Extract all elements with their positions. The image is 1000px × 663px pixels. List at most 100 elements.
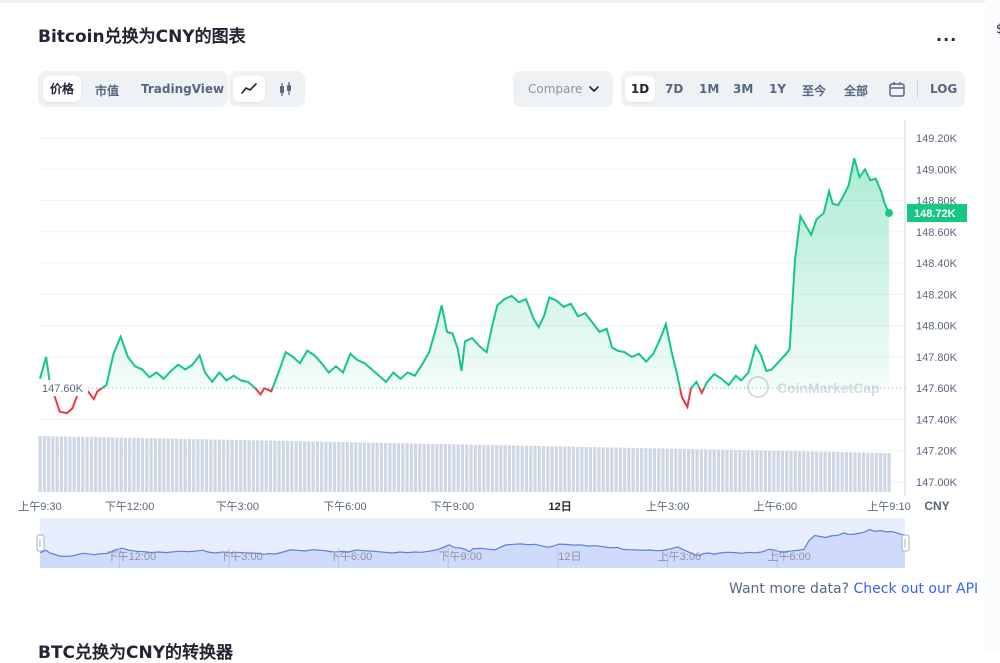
volume-bar bbox=[102, 437, 106, 492]
volume-bar bbox=[678, 448, 682, 492]
volume-bar bbox=[674, 448, 678, 492]
api-promo-text: Want more data? bbox=[729, 581, 850, 597]
calendar-icon bbox=[889, 82, 905, 97]
volume-bar bbox=[533, 445, 537, 492]
compare-dropdown[interactable]: Compare with bbox=[513, 71, 613, 107]
volume-bar bbox=[379, 442, 384, 492]
more-options-button[interactable]: ... bbox=[936, 26, 958, 45]
volume-bar bbox=[772, 450, 776, 492]
volume-bar bbox=[503, 445, 507, 492]
volume-bar bbox=[742, 450, 746, 492]
volume-bar bbox=[209, 439, 213, 492]
volume-bar bbox=[324, 441, 328, 492]
range-3m[interactable]: 3M bbox=[733, 82, 754, 96]
volume-bar bbox=[72, 436, 76, 492]
volume-bar bbox=[221, 439, 226, 492]
range-navigator[interactable]: 下午12:00 下午3:00 下午6:00 下午9:00 12日 上午3:00 上午6:00 bbox=[36, 518, 910, 568]
x-tick-label: 下午9:00 bbox=[431, 500, 474, 513]
volume-bar bbox=[123, 437, 128, 492]
volume-bar bbox=[349, 442, 354, 492]
baseline-label: 147.60K bbox=[42, 383, 84, 395]
volume-bar bbox=[435, 443, 439, 492]
volume-bar bbox=[409, 443, 413, 492]
volume-bar bbox=[332, 441, 337, 492]
range-1m[interactable]: 1M bbox=[699, 82, 720, 96]
volume-bar bbox=[55, 436, 59, 492]
volume-bar bbox=[153, 438, 157, 492]
range-divider bbox=[917, 80, 918, 98]
range-all[interactable]: 全部 bbox=[844, 84, 869, 98]
volume-bar bbox=[827, 451, 831, 492]
volume-bar bbox=[665, 448, 669, 492]
volume-bar bbox=[298, 441, 302, 492]
api-link[interactable]: Check out our API bbox=[853, 581, 979, 597]
price-chart: CoinMarketCap 149.20K149.00K148.80K148.6… bbox=[18, 120, 967, 568]
y-tick-label: 148.00K bbox=[916, 321, 958, 333]
volume-bar bbox=[392, 443, 396, 492]
volume-bar bbox=[226, 439, 230, 492]
volume-bar bbox=[819, 451, 823, 492]
volume-bar bbox=[507, 445, 511, 492]
volume-bar bbox=[401, 443, 405, 492]
volume-bar bbox=[755, 450, 759, 492]
x-tick-label: 上午9:10 bbox=[867, 500, 910, 513]
tab-market-cap[interactable]: 市值 bbox=[95, 84, 120, 98]
volume-bar bbox=[192, 439, 196, 492]
volume-bar bbox=[486, 445, 490, 492]
volume-bar bbox=[375, 442, 379, 492]
volume-bar bbox=[712, 449, 716, 492]
range-7d[interactable]: 7D bbox=[665, 82, 684, 96]
range-1y[interactable]: 1Y bbox=[769, 82, 787, 96]
volume-bar bbox=[763, 450, 767, 492]
volume-bar bbox=[861, 452, 866, 492]
volume-bar bbox=[149, 438, 153, 492]
candlestick-icon bbox=[280, 82, 291, 96]
volume-bar bbox=[51, 436, 55, 492]
volume-bar bbox=[746, 450, 750, 492]
y-tick-label: 149.20K bbox=[916, 133, 958, 145]
tab-tradingview[interactable]: TradingView bbox=[141, 82, 225, 96]
volume-bar bbox=[524, 445, 529, 492]
top-divider bbox=[0, 0, 985, 3]
volume-bar bbox=[111, 437, 115, 492]
y-tick-label: 147.20K bbox=[916, 446, 958, 458]
volume-bar bbox=[405, 443, 409, 492]
volume-bar bbox=[448, 444, 452, 492]
volume-bar bbox=[426, 443, 430, 492]
date-picker-button[interactable] bbox=[887, 79, 907, 99]
volume-bar bbox=[785, 451, 789, 492]
x-tick-label: 12日 bbox=[548, 500, 571, 513]
x-tick-label: 上午9:30 bbox=[18, 500, 61, 513]
navigator-tick-label: 下午12:00 bbox=[107, 550, 157, 563]
volume-bar bbox=[47, 436, 51, 492]
candlestick-button[interactable] bbox=[271, 76, 301, 102]
volume-bar bbox=[780, 450, 785, 492]
range-ytd[interactable]: 至今 bbox=[802, 84, 827, 98]
volume-bar bbox=[669, 448, 674, 492]
volume-bar bbox=[870, 452, 874, 492]
range-1d[interactable]: 1D bbox=[625, 76, 655, 102]
y-tick-label: 147.60K bbox=[916, 383, 958, 395]
x-tick-label: 下午12:00 bbox=[105, 500, 155, 513]
volume-bar bbox=[268, 440, 273, 492]
volume-bar bbox=[413, 443, 418, 492]
line-chart-button[interactable] bbox=[233, 76, 265, 102]
time-range-tabs: 1D 7D 1M 3M 1Y 至今 全部 LOG bbox=[621, 71, 965, 107]
tab-price[interactable]: 价格 bbox=[43, 76, 81, 102]
volume-bar bbox=[98, 437, 102, 492]
volume-bar bbox=[499, 445, 503, 492]
navigator-tick-label: 下午9:00 bbox=[439, 550, 482, 563]
currency-label: CNY bbox=[924, 499, 949, 513]
volume-bar bbox=[866, 452, 870, 492]
volume-bar bbox=[230, 439, 234, 492]
volume-bar bbox=[806, 451, 810, 492]
volume-bar bbox=[571, 446, 575, 492]
volume-bar bbox=[307, 441, 311, 492]
y-tick-label: 147.40K bbox=[916, 414, 958, 426]
volume-bar bbox=[584, 446, 588, 492]
volume-bar bbox=[750, 450, 755, 492]
log-scale-toggle[interactable]: LOG bbox=[930, 82, 958, 96]
volume-bar bbox=[264, 440, 268, 492]
price-labels: 147.60K 148.72K bbox=[40, 204, 967, 397]
volume-bar bbox=[170, 438, 174, 492]
